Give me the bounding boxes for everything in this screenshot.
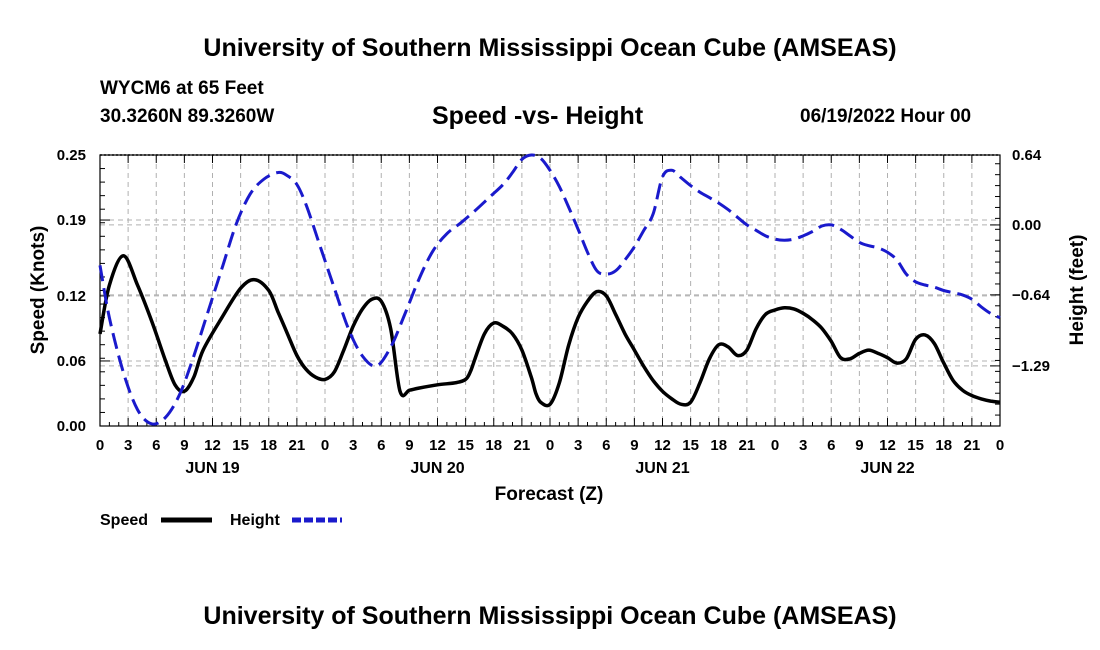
x-tick-label: 12 xyxy=(204,437,221,454)
y2-axis-label: Height (feet) xyxy=(1067,235,1088,346)
y2-tick-label: 0.64 xyxy=(1012,147,1042,164)
x-tick-label: 9 xyxy=(405,437,413,454)
x-tick-label: 21 xyxy=(289,437,306,454)
axis-ticks xyxy=(99,154,1001,427)
x-tick-label: 3 xyxy=(799,437,807,454)
x-tick-label: 6 xyxy=(827,437,835,454)
x-tick-label: 9 xyxy=(180,437,188,454)
day-label: JUN 19 xyxy=(185,460,239,477)
x-tick-label: 21 xyxy=(964,437,981,454)
height-series-line xyxy=(98,153,1001,426)
x-tick-label: 3 xyxy=(349,437,357,454)
x-tick-label: 6 xyxy=(602,437,610,454)
y-tick-label: 0.12 xyxy=(57,288,86,305)
x-axis-label: Forecast (Z) xyxy=(495,484,604,505)
coordinates-label: 30.3260N 89.3260W xyxy=(100,106,275,127)
day-label: JUN 20 xyxy=(410,460,464,477)
y-tick-label: 0.00 xyxy=(57,418,86,435)
x-tick-label: 12 xyxy=(879,437,896,454)
y-tick-label: 0.19 xyxy=(57,212,86,229)
x-tick-label: 18 xyxy=(935,437,952,454)
x-tick-label: 21 xyxy=(739,437,756,454)
chart-title: University of Southern Mississippi Ocean… xyxy=(203,34,897,62)
x-tick-label: 12 xyxy=(429,437,446,454)
date-label: 06/19/2022 Hour 00 xyxy=(800,106,972,127)
footer-title: University of Southern Mississippi Ocean… xyxy=(203,602,897,630)
x-tick-label: 15 xyxy=(682,437,699,454)
speed-height-chart: 0 3 6 9 12 15 18 21 0 3 6 9 12 15 18 21 0 3 6 9 12 15 18 21 0 3 6 9… xyxy=(28,147,1088,529)
x-tick-label: 21 xyxy=(514,437,531,454)
y2-tick-label: 0.00 xyxy=(1012,217,1041,234)
grid-lines xyxy=(100,154,1000,426)
x-tick-label: 15 xyxy=(907,437,924,454)
x-tick-label: 0 xyxy=(546,437,554,454)
x-tick-label: 0 xyxy=(771,437,779,454)
x-tick-label: 0 xyxy=(96,437,104,454)
y-tick-label: 0.25 xyxy=(57,147,86,164)
x-tick-label: 15 xyxy=(232,437,249,454)
x-tick-label: 18 xyxy=(485,437,502,454)
y-axis-label: Speed (Knots) xyxy=(28,226,49,355)
legend: Speed Height xyxy=(100,512,342,529)
x-tick-label: 3 xyxy=(574,437,582,454)
tick-labels: 0 3 6 9 12 15 18 21 0 3 6 9 12 15 18 21 0 3 6 9 12 15 18 21 0 3 6 9… xyxy=(57,147,1051,477)
x-tick-label: 6 xyxy=(152,437,160,454)
x-tick-label: 9 xyxy=(630,437,638,454)
x-tick-label: 15 xyxy=(457,437,474,454)
legend-speed-label: Speed xyxy=(100,512,148,529)
y-tick-label: 0.06 xyxy=(57,353,86,370)
y2-tick-label: −1.29 xyxy=(1012,358,1050,375)
x-tick-label: 0 xyxy=(321,437,329,454)
speed-series-line xyxy=(98,254,1001,408)
x-tick-label: 18 xyxy=(260,437,277,454)
x-tick-label: 18 xyxy=(710,437,727,454)
day-label: JUN 22 xyxy=(860,460,914,477)
x-tick-label: 6 xyxy=(377,437,385,454)
x-tick-label: 9 xyxy=(855,437,863,454)
day-label: JUN 21 xyxy=(635,460,689,477)
station-label: WYCM6 at 65 Feet xyxy=(100,78,264,99)
x-tick-label: 12 xyxy=(654,437,671,454)
y2-tick-label: −0.64 xyxy=(1012,287,1051,304)
x-tick-label: 0 xyxy=(996,437,1004,454)
series-lines xyxy=(98,153,1001,426)
chart-subtitle: Speed -vs- Height xyxy=(432,102,644,130)
legend-height-label: Height xyxy=(230,512,280,529)
x-tick-label: 3 xyxy=(124,437,132,454)
